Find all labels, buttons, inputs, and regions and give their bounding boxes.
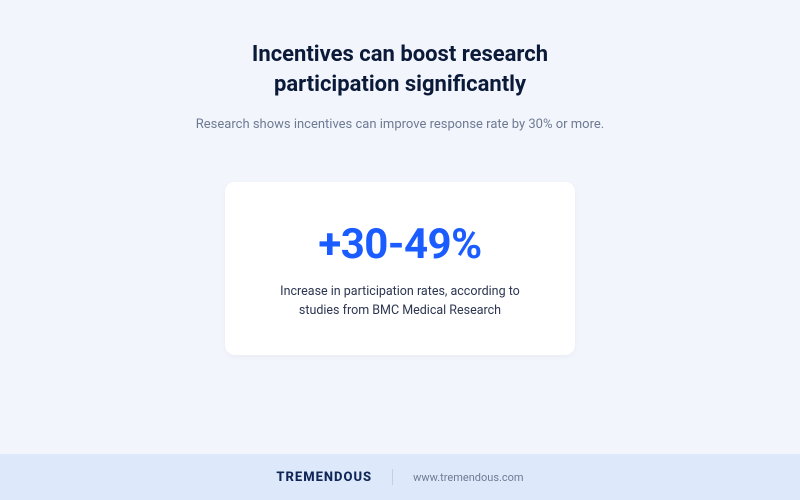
stat-card: +30-49% Increase in participation rates,… [225, 182, 575, 355]
stat-value: +30-49% [265, 220, 535, 269]
stat-description: Increase in participation rates, accordi… [265, 283, 535, 321]
page-title: Incentives can boost research participat… [190, 40, 610, 99]
footer-divider [392, 469, 393, 485]
footer: TREMENDOUS www.tremendous.com [0, 454, 800, 500]
page-subtitle: Research shows incentives can improve re… [196, 117, 604, 132]
footer-url: www.tremendous.com [413, 471, 523, 484]
main-content: Incentives can boost research participat… [0, 0, 800, 454]
brand-logo: TREMENDOUS [276, 470, 372, 485]
